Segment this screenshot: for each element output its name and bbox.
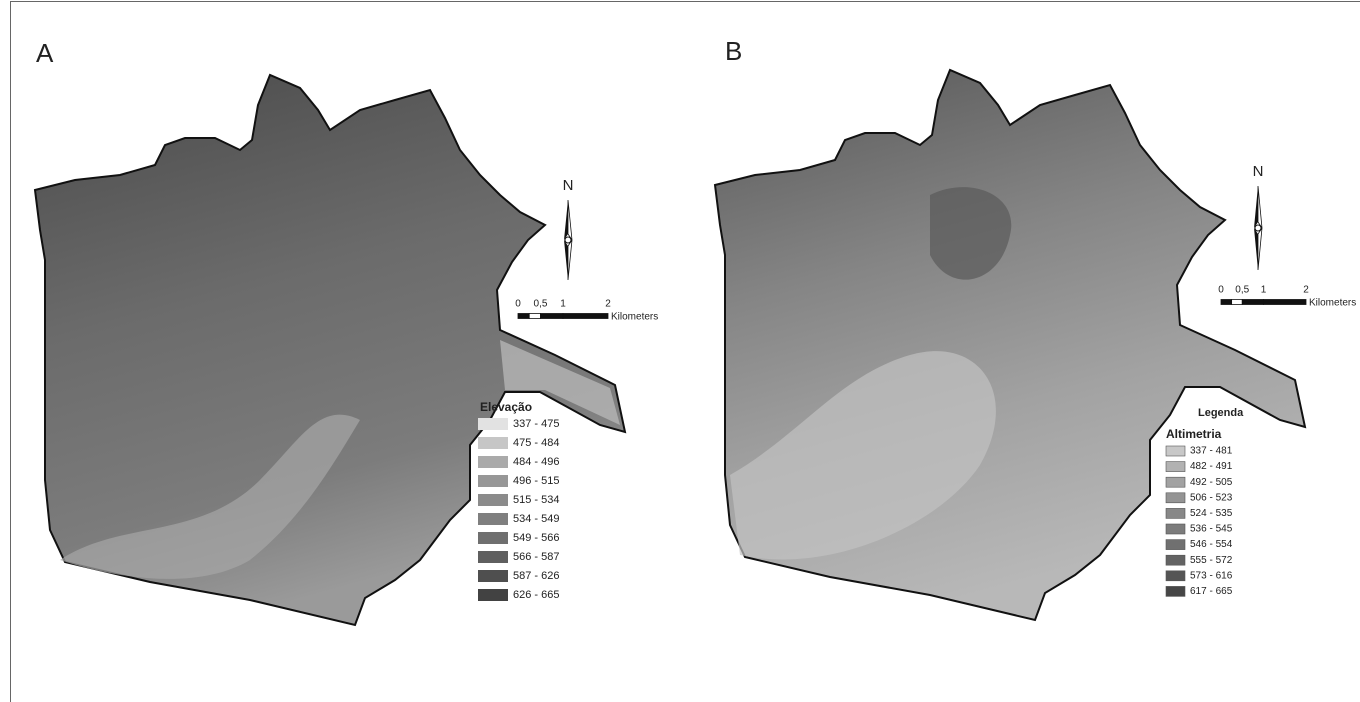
legend-swatch [478, 570, 508, 582]
north-label: N [563, 177, 574, 194]
legend-swatch [1166, 462, 1185, 472]
legend-label: 549 - 566 [513, 532, 559, 544]
scale-bar-segment [563, 314, 608, 319]
north-label: N [1253, 163, 1264, 180]
legend-label: 482 - 491 [1190, 461, 1233, 472]
legend-swatch [1166, 555, 1185, 565]
legend-label: 492 - 505 [1190, 477, 1233, 488]
north-arrow [568, 240, 572, 280]
legend-swatch [478, 532, 508, 544]
scale-bar-segment [541, 314, 564, 319]
legend-swatch [478, 456, 508, 468]
legend-swatch [1166, 477, 1185, 487]
scale-unit: Kilometers [1309, 298, 1356, 309]
legend-swatch [1166, 540, 1185, 550]
legend-label: 536 - 545 [1190, 524, 1233, 535]
legend-title: Altimetria [1166, 427, 1222, 441]
scale-bar-segment [1232, 300, 1243, 305]
scale-label: 1 [1261, 285, 1267, 296]
scale-label: 2 [605, 299, 611, 310]
north-arrow [564, 200, 568, 240]
scale-label: 0 [515, 299, 521, 310]
north-arrow-hub [1255, 225, 1261, 231]
north-arrow [1254, 228, 1258, 270]
figure: A B N00,512KilometersElevação337 - 47547… [0, 0, 1360, 702]
north-arrow [1258, 186, 1262, 228]
legend-swatch [478, 475, 508, 487]
legend-swatch [478, 437, 508, 449]
legend-swatch [478, 551, 508, 563]
panel-label: A [36, 38, 54, 68]
legend-swatch [1166, 493, 1185, 503]
scale-label: 1 [560, 299, 566, 310]
legend-title: Elevação [480, 400, 532, 414]
legend-swatch [478, 589, 508, 601]
scale-label: 0,5 [534, 299, 548, 310]
legend-swatch [478, 494, 508, 506]
legend-label: 515 - 534 [513, 494, 559, 506]
legend-swatch [1166, 571, 1185, 581]
page: A B N00,512KilometersElevação337 - 47547… [0, 0, 1360, 702]
legend-label: 566 - 587 [513, 551, 559, 563]
legend-label: 506 - 523 [1190, 492, 1233, 503]
scale-bar-segment [518, 314, 529, 319]
north-arrow-hub [565, 237, 571, 243]
north-arrow [568, 200, 572, 240]
scale-unit: Kilometers [611, 312, 658, 323]
legend-label: 587 - 626 [513, 570, 559, 582]
legend-swatch [478, 418, 508, 430]
legend-label: 484 - 496 [513, 456, 559, 468]
legend-label: 546 - 554 [1190, 539, 1233, 550]
legend-swatch [1166, 508, 1185, 518]
north-arrow [1258, 228, 1262, 270]
scale-bar-segment [1264, 300, 1307, 305]
legend-swatch [1166, 524, 1185, 534]
legend-swatch [478, 513, 508, 525]
legend-label: 626 - 665 [513, 589, 559, 601]
legend-label: 534 - 549 [513, 513, 559, 525]
legend-label: 524 - 535 [1190, 508, 1233, 519]
legend-label: 337 - 475 [513, 418, 559, 430]
scale-bar-segment [1221, 300, 1232, 305]
scale-label: 0 [1218, 285, 1224, 296]
north-arrow [1254, 186, 1258, 228]
scale-label: 0,5 [1235, 285, 1249, 296]
legend-heading: Legenda [1198, 407, 1244, 419]
north-arrow [564, 240, 568, 280]
panel-label: B [725, 36, 742, 66]
legend-swatch [1166, 446, 1185, 456]
legend-label: 617 - 665 [1190, 586, 1233, 597]
legend-label: 475 - 484 [513, 437, 559, 449]
legend-label: 496 - 515 [513, 475, 559, 487]
legend-swatch [1166, 586, 1185, 596]
legend-label: 337 - 481 [1190, 446, 1233, 457]
scale-label: 2 [1303, 285, 1309, 296]
scale-bar-segment [1242, 300, 1263, 305]
legend-label: 573 - 616 [1190, 570, 1233, 581]
legend-label: 555 - 572 [1190, 555, 1233, 566]
scale-bar-segment [529, 314, 540, 319]
